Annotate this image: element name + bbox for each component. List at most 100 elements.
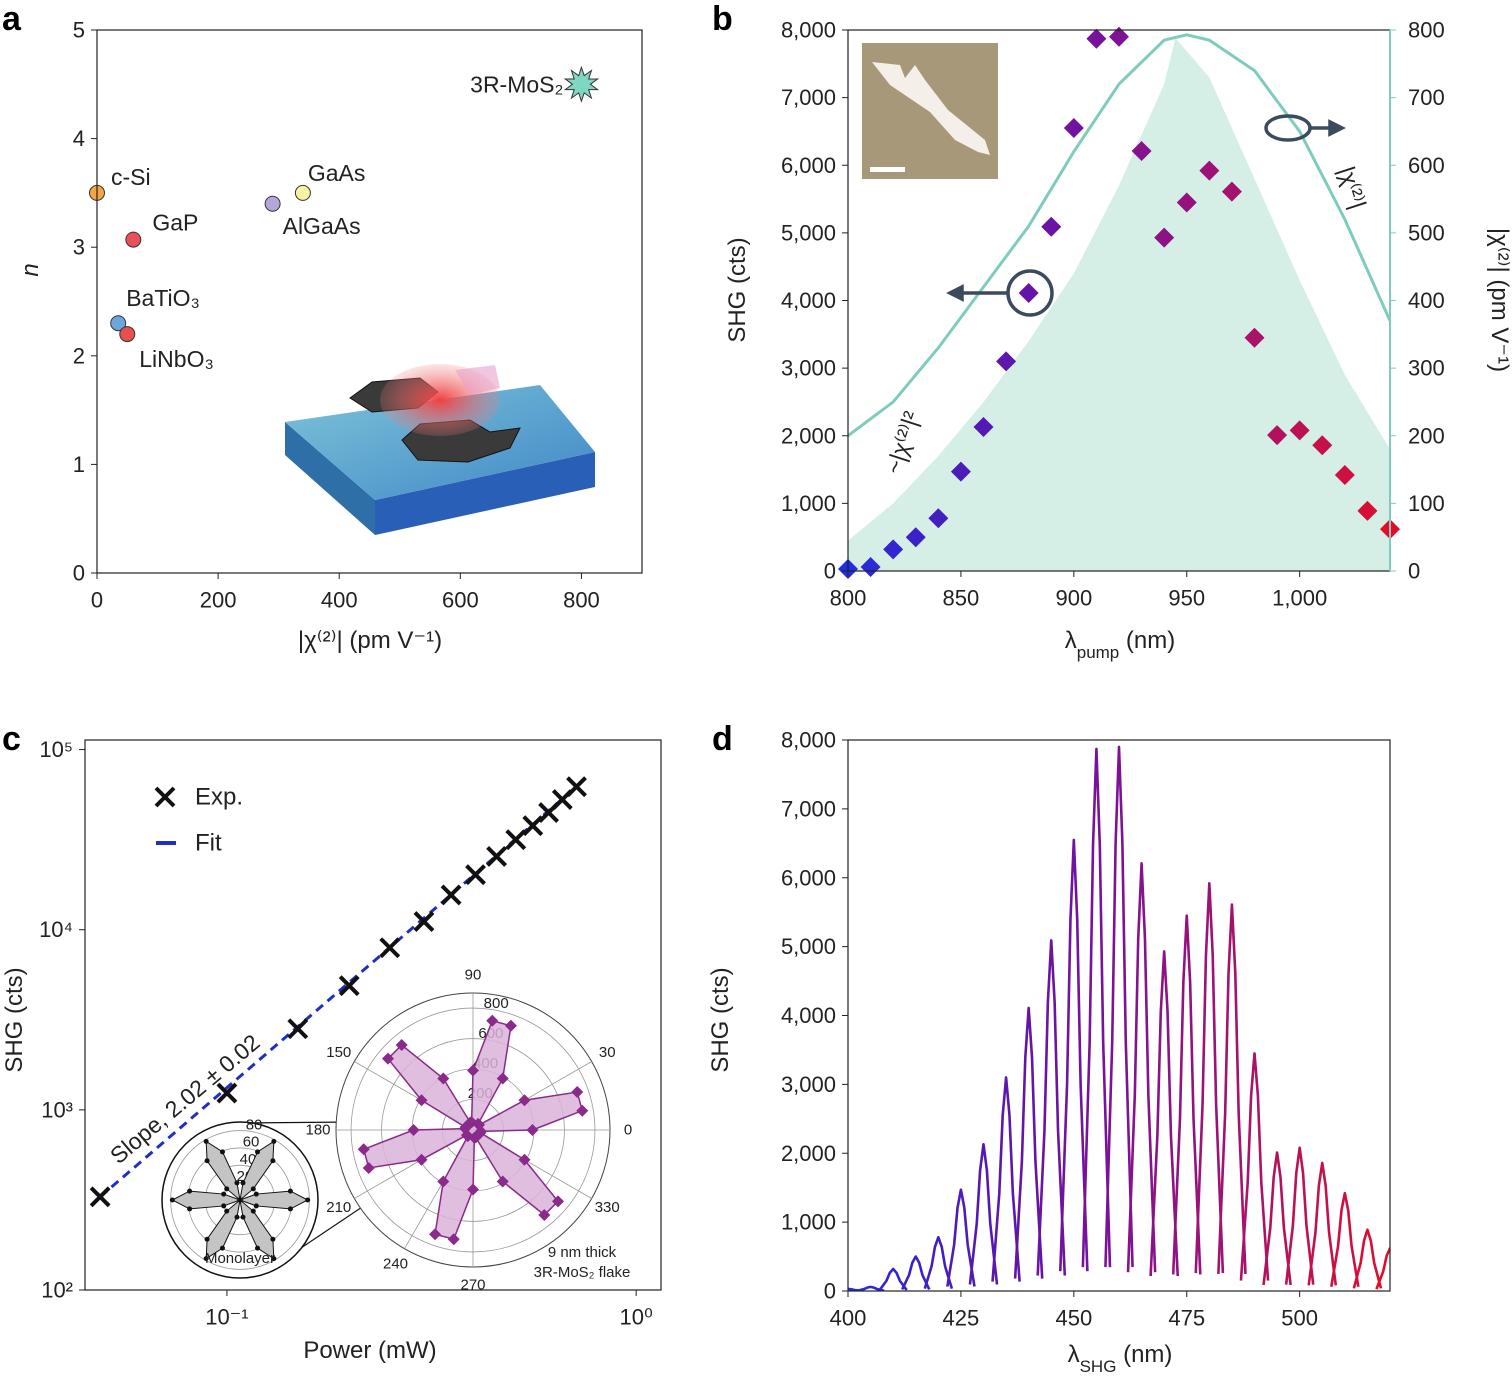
polar-point: [437, 1072, 450, 1085]
panel-letter: d: [712, 720, 733, 758]
diamond: [1063, 118, 1084, 139]
polar-inset: 200400600800030901501802102402703309 nm …: [305, 967, 632, 1294]
polar-point: [237, 1197, 243, 1203]
point: [110, 315, 127, 332]
inset-label: 9 nm thick: [548, 1244, 617, 1261]
point: [294, 184, 311, 201]
polar-point: [571, 1086, 584, 1099]
diamond: [1109, 26, 1129, 47]
polar-point: [240, 1180, 246, 1186]
y2-tick-label: 600: [1408, 153, 1445, 178]
panel: b ~|χ⁽²⁾|² |χ⁽²⁾| 800 850 900 950 1,000 0 1,000 2,…: [712, 0, 1512, 662]
polar-angle-label: 0: [624, 1122, 632, 1139]
exp-marker: [440, 884, 462, 906]
polar-point: [204, 1236, 210, 1242]
point-label: BaTiO₃: [126, 285, 200, 311]
y-tick-label: 5: [73, 18, 85, 43]
polar-point: [187, 1206, 193, 1212]
axis-label-part: (nm): [1116, 1341, 1172, 1368]
polar-point: [447, 1233, 460, 1246]
y-tick-label: 4,000: [781, 1003, 836, 1028]
line-label: |χ⁽²⁾|: [1334, 163, 1372, 212]
spectrum-line: [968, 1143, 999, 1285]
polar-point: [474, 1125, 487, 1138]
point: [264, 195, 281, 212]
polar-point: [518, 1153, 531, 1166]
axis-label: λSHG (nm): [1068, 1341, 1173, 1376]
y-tick-label: 1,000: [781, 1210, 836, 1235]
spectrum-line: [1307, 1161, 1338, 1286]
spectrum-line: [856, 1285, 885, 1291]
polar-point: [407, 1124, 420, 1136]
x-tick-label: 800: [830, 586, 867, 611]
polar-point: [467, 1183, 479, 1196]
legend-label: Fit: [195, 830, 222, 857]
diamond: [973, 416, 994, 437]
spectrum-line: [1284, 1146, 1315, 1285]
polar-point: [415, 1094, 428, 1107]
y-tick-label: 1,000: [781, 491, 836, 516]
x-tick-label: 1,000: [1272, 586, 1327, 611]
diamond: [1221, 181, 1242, 202]
polar-point: [271, 1138, 277, 1144]
axis-label: SHG (cts): [707, 967, 734, 1072]
x-tick-label: 10⁻¹: [205, 1305, 248, 1330]
polar-point: [362, 1161, 375, 1174]
polar-point: [467, 1064, 479, 1077]
polar-angle-label: 210: [326, 1199, 351, 1216]
diamond: [1244, 327, 1265, 348]
spectrum-line: [1058, 838, 1089, 1272]
y-tick-label: 10²: [41, 1278, 73, 1303]
polar-angle-label: 180: [305, 1122, 330, 1139]
polar-point: [357, 1143, 370, 1156]
polar-point: [270, 1158, 276, 1164]
y-tick-label: 10³: [41, 1097, 73, 1122]
axes-frame: [84, 739, 662, 1291]
polar-angle-label: 240: [383, 1256, 408, 1273]
y-tick-label: 2,000: [781, 1141, 836, 1166]
axis-pointers: [946, 114, 1346, 317]
polar-point: [203, 1256, 209, 1262]
diamond: [1312, 435, 1333, 456]
point-label: 3R-MoS₂: [470, 71, 563, 97]
x-tick-label: 850: [943, 586, 980, 611]
y-tick-label: 5,000: [781, 220, 836, 245]
x-tick-label: 450: [1055, 1306, 1092, 1331]
diamond: [1086, 28, 1107, 49]
spectrum-line: [1104, 745, 1134, 1268]
y-tick-label: 0: [824, 559, 836, 584]
exp-marker: [486, 846, 508, 867]
point-label: GaP: [152, 210, 198, 236]
diamond: [883, 539, 904, 560]
diamond: [1176, 192, 1197, 213]
x-tick-label: 0: [91, 588, 103, 613]
y2-tick-label: 800: [1408, 18, 1445, 43]
slab-front: [285, 422, 375, 535]
polar-point: [219, 1245, 225, 1251]
legend: Exp. Fit: [154, 784, 243, 857]
y-tick-label: 2: [73, 343, 85, 368]
y2-tick-label: 0: [1408, 559, 1420, 584]
polar-point: [253, 1191, 259, 1197]
x-tick-label: 900: [1055, 586, 1092, 611]
y-tick-label: 8,000: [781, 18, 836, 43]
star-marker: [563, 65, 600, 103]
axis-label: SHG (cts): [724, 237, 751, 342]
spectrum-line: [1171, 914, 1202, 1275]
spectrum-line: [1262, 1151, 1292, 1286]
plot-area: [848, 745, 1390, 1291]
exp-marker: [338, 975, 360, 997]
diamond: [905, 527, 926, 548]
polar-point: [240, 1214, 246, 1220]
polar-point: [518, 1094, 531, 1107]
polar-point: [287, 1206, 293, 1212]
polar-point: [271, 1256, 277, 1262]
spectrum-line: [1375, 1247, 1390, 1290]
y-tick-label: 10⁵: [39, 737, 73, 762]
beam: [455, 365, 500, 395]
axis-label: λpump (nm): [1065, 627, 1176, 662]
polar-angle-label: 150: [326, 1044, 351, 1061]
